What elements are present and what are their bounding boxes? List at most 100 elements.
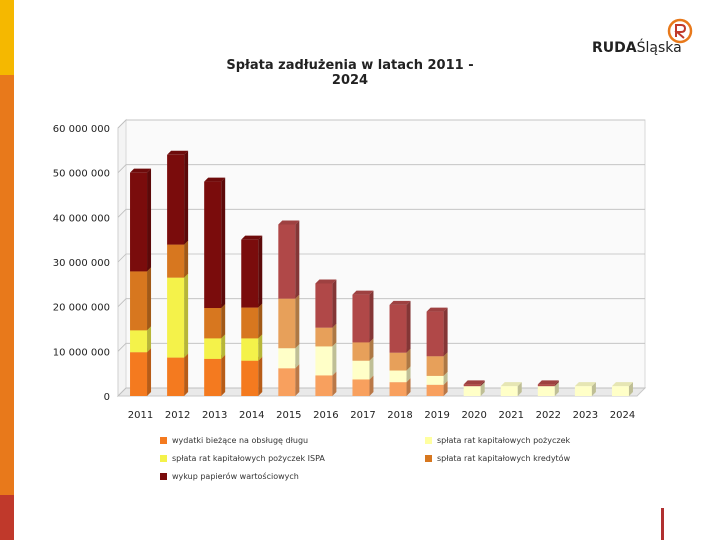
gridline (117, 253, 645, 263)
bar-segment-top (167, 150, 189, 155)
y-tick-label: 0 (104, 392, 110, 403)
bar-segment-side (295, 344, 300, 369)
chart-title: Spłata zadłużenia w latach 2011 - 2024 (226, 58, 474, 88)
bar-segment (278, 224, 296, 299)
bar-segment-side (221, 354, 226, 396)
bar-segment-top (315, 279, 337, 284)
legend-label-papiery: wykup papierów wartościowych (172, 472, 299, 481)
bar-segment (167, 244, 185, 278)
bar-segment-top (574, 382, 596, 387)
bar-segment (426, 311, 444, 357)
bar-segment (204, 181, 222, 309)
bar-segment-side (332, 279, 337, 328)
y-tick-label: 30 000 000 (53, 258, 110, 269)
bar-segment-side (517, 382, 522, 396)
x-tick-label: 2014 (239, 410, 264, 421)
x-tick-label: 2018 (387, 410, 412, 421)
bar-segment-side (406, 348, 411, 371)
bar-segment (500, 386, 518, 396)
gridline (117, 164, 645, 173)
bar-segment-top (278, 220, 300, 225)
bar-segment-side (443, 380, 448, 396)
bar-segment-top (463, 380, 485, 385)
bar-segment (389, 352, 407, 371)
bar-segment-top (611, 382, 633, 387)
bar-segment-side (369, 338, 374, 361)
bar-segment-side (369, 356, 374, 380)
bar-segment-side (184, 240, 189, 278)
bar-segment-top (241, 235, 263, 240)
bar-segment (204, 358, 222, 396)
bar-segment-side (369, 290, 374, 343)
legend-swatch-ispa (160, 455, 167, 462)
x-tick-label: 2021 (499, 410, 524, 421)
x-tick-label: 2020 (461, 410, 486, 421)
legend-swatch-papiery (160, 473, 167, 480)
side-accent-top (0, 0, 14, 75)
bar-segment (241, 239, 259, 308)
bar-segment-side (295, 294, 300, 349)
bar-segment (278, 348, 296, 369)
bar-segment (389, 370, 407, 383)
bar-segment (352, 294, 370, 343)
side-accent-bottom (0, 495, 14, 540)
legend-item-pozyczki: spłata rat kapitałowych pożyczek (425, 436, 640, 445)
bar-segment (315, 375, 333, 396)
x-tick-label: 2019 (424, 410, 449, 421)
gridline (117, 208, 645, 218)
bar-segment (315, 346, 333, 376)
bar-segment-side (221, 177, 226, 309)
gridline (117, 342, 645, 352)
x-tick-label: 2023 (573, 410, 598, 421)
bar-segment (574, 386, 592, 396)
bar-segment-side (554, 382, 559, 396)
bar-segment-top (389, 300, 411, 305)
bar-segment (130, 172, 148, 272)
bar-segment (426, 375, 444, 385)
bar-segment-side (147, 326, 152, 353)
bar-segment-side (258, 334, 263, 361)
side-accent-middle (0, 75, 14, 495)
y-tick-label: 60 000 000 (53, 124, 110, 135)
bar-segment-side (406, 366, 411, 383)
legend-item-ispa: spłata rat kapitałowych pożyczek ISPA (160, 454, 425, 463)
bar-segment (537, 384, 555, 387)
bar-segment-side (221, 304, 226, 339)
bar-segment (389, 382, 407, 396)
bar-segment-side (295, 220, 300, 299)
bar-segment-side (332, 371, 337, 396)
y-tick-label: 10 000 000 (53, 347, 110, 358)
legend-label-wydatki: wydatki bieżące na obsługę długu (172, 436, 309, 445)
bar-segment-side (258, 303, 263, 339)
legend-label-pozyczki: spłata rat kapitałowych pożyczek (437, 436, 571, 445)
gridline (117, 119, 645, 129)
ruda-slaska-emblem-icon (667, 18, 693, 44)
bar-segment-side (332, 342, 337, 376)
legend-swatch-kredyty (425, 455, 432, 462)
bar-segment-top (130, 168, 152, 173)
y-tick-label: 50 000 000 (53, 169, 110, 180)
x-tick-label: 2015 (276, 410, 301, 421)
bar-segment-side (332, 323, 337, 347)
legend-swatch-pozyczki (425, 437, 432, 444)
bar-segment (611, 386, 629, 396)
ruda-slaska-logo: RUDAŚląska (592, 18, 702, 62)
legend-label-kredyty: spłata rat kapitałowych kredytów (437, 454, 571, 463)
bar-segment-side (406, 378, 411, 396)
bar-segment (463, 384, 481, 387)
bar-segment (315, 327, 333, 347)
bar-segment-side (554, 380, 559, 387)
bar-segment-side (369, 375, 374, 396)
bar-segment (241, 307, 259, 339)
x-tick-label: 2016 (313, 410, 338, 421)
bar-segment (352, 379, 370, 396)
bar-segment-side (295, 364, 300, 396)
legend-item-wydatki: wydatki bieżące na obsługę długu (160, 436, 425, 445)
bar-segment (278, 368, 296, 396)
bar-segment-side (443, 307, 448, 357)
bar-segment-side (406, 300, 411, 353)
x-tick-label: 2022 (536, 410, 561, 421)
bar-segment (352, 360, 370, 380)
bar-segment-side (184, 353, 189, 396)
